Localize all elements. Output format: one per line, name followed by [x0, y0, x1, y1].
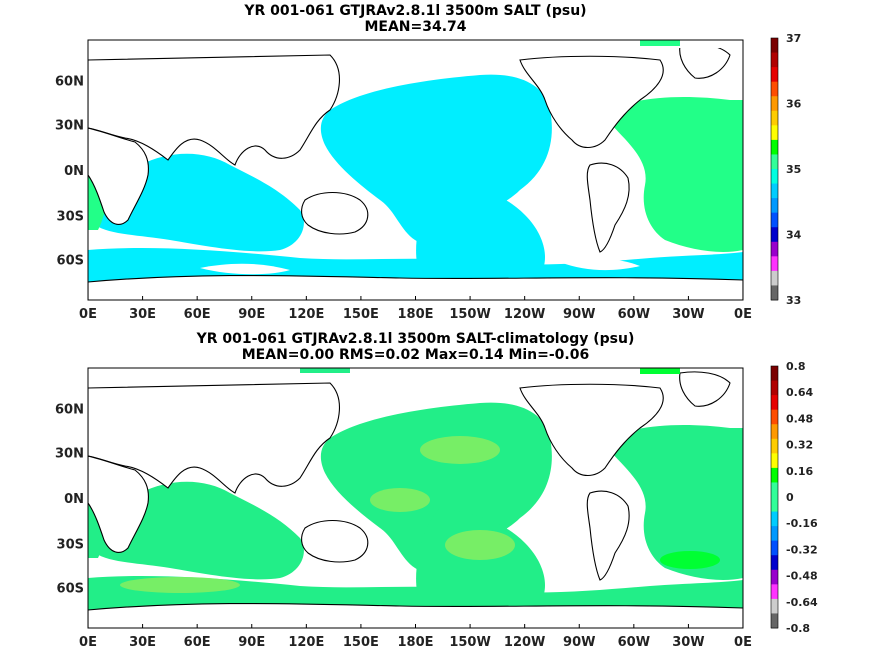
x-tick-label: 150W — [449, 635, 490, 650]
x-tick-label: 120E — [288, 307, 324, 322]
x-tick-label: 90E — [238, 635, 265, 650]
colorbar-swatch — [771, 584, 778, 600]
x-tick-label: 120W — [504, 307, 545, 322]
bottom-coastlines — [88, 371, 743, 628]
x-tick-label: 90E — [238, 307, 265, 322]
colorbar-swatch — [771, 511, 778, 527]
y-tick-label: 60S — [57, 582, 84, 597]
x-tick-label: 150E — [343, 307, 379, 322]
colorbar-label: -0.48 — [786, 570, 818, 583]
colorbar-swatch — [771, 613, 778, 629]
x-tick-label: 150W — [449, 307, 490, 322]
top-subtitle: MEAN=34.74 — [364, 19, 467, 35]
x-tick-label: 0E — [79, 307, 97, 322]
colorbar-label: 0.8 — [786, 360, 806, 373]
colorbar-swatch — [771, 110, 778, 126]
colorbar-swatch — [771, 169, 778, 185]
x-tick-label: 150E — [343, 635, 379, 650]
colorbar-swatch — [771, 540, 778, 556]
colorbar-label: 0 — [786, 491, 794, 504]
colorbar-swatch — [771, 139, 778, 155]
colorbar-swatch — [771, 67, 778, 83]
colorbar-swatch — [771, 212, 778, 228]
x-tick-label: 180E — [397, 635, 433, 650]
colorbar-swatch — [771, 285, 778, 301]
x-tick-label: 30E — [129, 635, 156, 650]
y-tick-label: 60S — [57, 254, 84, 269]
x-tick-label: 60E — [184, 307, 211, 322]
colorbar-swatch — [771, 38, 778, 54]
bottom-subtitle: MEAN=0.00 RMS=0.02 Max=0.14 Min=-0.06 — [241, 347, 590, 363]
colorbar-swatch — [771, 366, 778, 382]
colorbar-label: 0.32 — [786, 439, 813, 452]
colorbar-label: 0.48 — [786, 412, 813, 425]
colorbar-swatch — [771, 555, 778, 571]
y-tick-label: 60N — [55, 74, 84, 89]
colorbar-swatch — [771, 380, 778, 396]
colorbar-swatch — [771, 198, 778, 214]
colorbar-swatch — [771, 467, 778, 483]
colorbar-swatch — [771, 569, 778, 585]
colorbar-label: 35 — [786, 163, 801, 176]
colorbar-swatch — [771, 424, 778, 440]
colorbar-frame — [770, 365, 779, 629]
colorbar-swatch — [771, 227, 778, 243]
colorbar-swatch — [771, 154, 778, 170]
colorbar-swatch — [771, 598, 778, 614]
bottom-title: YR 001-061 GTJRAv2.8.1l 3500m SALT-clima… — [196, 331, 635, 347]
x-tick-label: 90W — [563, 635, 595, 650]
y-tick-label: 60N — [55, 402, 84, 417]
colorbar-swatch — [771, 453, 778, 469]
bottom-anomaly-map — [88, 368, 743, 628]
x-tick-label: 30W — [672, 307, 704, 322]
colorbar-swatch — [771, 125, 778, 141]
x-tick-label: 0E — [79, 635, 97, 650]
y-tick-label: 30N — [55, 119, 84, 134]
colorbar-label: 34 — [786, 229, 802, 242]
x-tick-label: 90W — [563, 307, 595, 322]
top-salinity-map — [88, 40, 743, 300]
colorbar-swatch — [771, 438, 778, 454]
top-coastlines — [88, 43, 743, 300]
colorbar-swatch — [771, 81, 778, 97]
y-tick-label: 30N — [55, 447, 84, 462]
y-tick-label: 30S — [57, 210, 84, 225]
x-tick-label: 120W — [504, 635, 545, 650]
x-tick-label: 60W — [618, 635, 650, 650]
y-tick-label: 30S — [57, 538, 84, 553]
colorbar-label: 36 — [786, 98, 802, 111]
colorbar-label: -0.16 — [786, 517, 818, 530]
x-tick-label: 0E — [734, 307, 752, 322]
colorbar-swatch — [771, 482, 778, 498]
colorbar-swatch — [771, 497, 778, 513]
x-tick-label: 0E — [734, 635, 752, 650]
y-tick-label: 0N — [64, 164, 84, 179]
colorbar-swatch — [771, 256, 778, 272]
colorbar-label: 33 — [786, 294, 801, 307]
x-tick-label: 180E — [397, 307, 433, 322]
colorbar-swatch — [771, 409, 778, 425]
y-tick-label: 0N — [64, 492, 84, 507]
x-tick-label: 30E — [129, 307, 156, 322]
x-tick-label: 120E — [288, 635, 324, 650]
x-tick-label: 60W — [618, 307, 650, 322]
colorbar-swatch — [771, 270, 778, 286]
colorbar-label: -0.32 — [786, 543, 818, 556]
top-title: YR 001-061 GTJRAv2.8.1l 3500m SALT (psu) — [244, 3, 587, 19]
colorbar-label: -0.64 — [786, 596, 818, 609]
colorbar-swatch — [771, 183, 778, 199]
colorbar-label: 0.64 — [786, 386, 813, 399]
colorbar-swatch — [771, 96, 778, 112]
colorbar-frame — [770, 37, 779, 301]
colorbar-swatch — [771, 395, 778, 411]
colorbar-label: -0.8 — [786, 622, 810, 635]
colorbar-swatch — [771, 241, 778, 257]
x-tick-label: 30W — [672, 635, 704, 650]
x-tick-label: 60E — [184, 635, 211, 650]
colorbar-label: 0.16 — [786, 465, 813, 478]
colorbar-swatch — [771, 52, 778, 68]
colorbar-label: 37 — [786, 32, 801, 45]
colorbar-swatch — [771, 526, 778, 542]
